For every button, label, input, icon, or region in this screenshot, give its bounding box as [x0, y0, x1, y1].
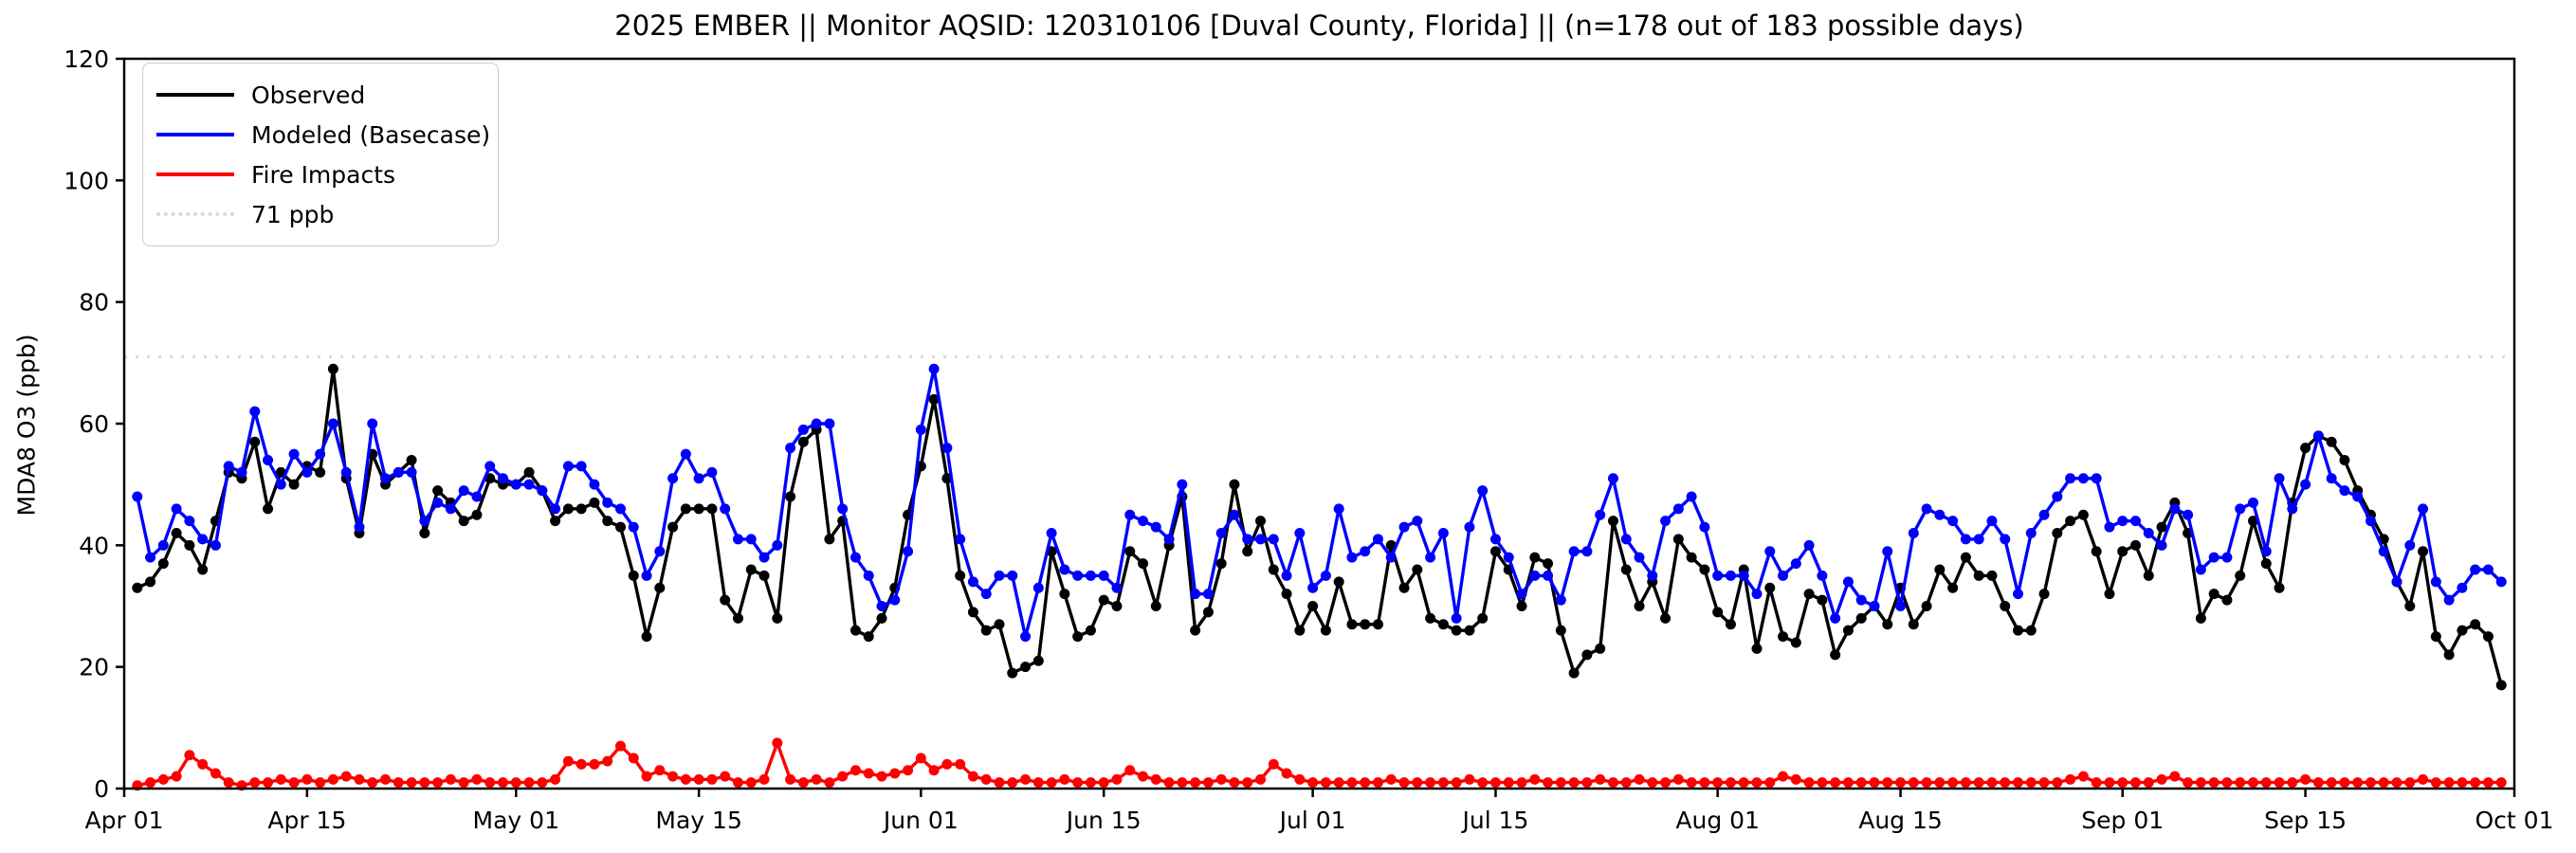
legend-label-fire: Fire Impacts — [251, 160, 396, 189]
y-axis-ticks: 0 20 40 60 80 100 120 — [64, 45, 124, 803]
legend: Observed Modeled (Basecase) Fire Impacts… — [142, 63, 499, 246]
y-axis-label: MDA8 O3 (ppb) — [12, 334, 41, 517]
legend-item-observed: Observed — [156, 75, 484, 115]
svg-text:Oct 01: Oct 01 — [2476, 807, 2554, 834]
svg-text:Sep 01: Sep 01 — [2081, 807, 2164, 834]
chart-title: 2025 EMBER || Monitor AQSID: 120310106 [… — [614, 9, 2024, 42]
modeled-basecase-series — [132, 363, 2507, 643]
legend-label-threshold: 71 ppb — [251, 200, 335, 228]
svg-text:May 15: May 15 — [655, 807, 741, 834]
svg-text:May 01: May 01 — [473, 807, 559, 834]
observed-line-sample — [156, 93, 234, 97]
svg-text:60: 60 — [79, 410, 109, 438]
svg-text:40: 40 — [79, 532, 109, 559]
legend-item-threshold: 71 ppb — [156, 194, 484, 234]
svg-text:100: 100 — [64, 167, 109, 194]
fire-impacts-series — [132, 737, 2507, 791]
svg-text:Jul 01: Jul 01 — [1278, 807, 1346, 834]
svg-text:120: 120 — [64, 45, 109, 73]
svg-text:Apr 15: Apr 15 — [267, 807, 346, 834]
svg-text:Jun 15: Jun 15 — [1065, 807, 1142, 834]
legend-label-modeled: Modeled (Basecase) — [251, 120, 491, 149]
x-axis-ticks: Apr 01 Apr 15 May 01 May 15 Jun 01 Jun 15 Jul … — [84, 789, 2553, 834]
series-line — [137, 367, 2503, 686]
svg-text:20: 20 — [79, 654, 109, 681]
svg-text:0: 0 — [94, 775, 109, 803]
legend-item-fire: Fire Impacts — [156, 154, 484, 194]
series-line — [136, 367, 2503, 639]
svg-text:Apr 01: Apr 01 — [84, 807, 163, 834]
svg-text:Aug 01: Aug 01 — [1675, 807, 1760, 834]
svg-text:Jun 01: Jun 01 — [882, 807, 959, 834]
fire-line-sample — [156, 172, 234, 176]
threshold-line-sample — [156, 212, 234, 216]
legend-label-observed: Observed — [251, 81, 366, 109]
svg-text:Sep 15: Sep 15 — [2264, 807, 2347, 834]
modeled-line-sample — [156, 133, 234, 136]
svg-text:Jul 15: Jul 15 — [1461, 807, 1529, 834]
svg-text:Aug 15: Aug 15 — [1858, 807, 1943, 834]
svg-text:80: 80 — [79, 289, 109, 317]
plot-border — [122, 57, 2516, 790]
observed-series — [132, 363, 2507, 691]
legend-item-modeled: Modeled (Basecase) — [156, 115, 490, 154]
